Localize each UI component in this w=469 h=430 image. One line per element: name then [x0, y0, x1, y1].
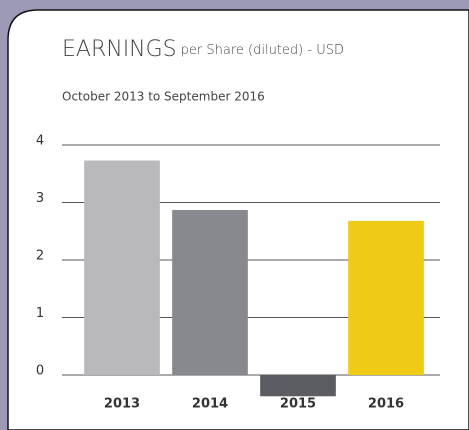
bar [84, 160, 160, 375]
x-tick-label: 2014 [192, 397, 228, 412]
title-suffix: per Share (diluted) - USD [181, 43, 344, 58]
x-tick-label: 2015 [280, 397, 316, 412]
x-tick-label: 2016 [368, 397, 404, 412]
chart-subtitle: October 2013 to September 2016 [62, 90, 265, 104]
y-tick-label: 3 [36, 191, 44, 206]
x-tick-label: 2013 [104, 397, 140, 412]
y-tick-label: 1 [36, 306, 44, 321]
title-main: EARNINGS [62, 37, 177, 62]
y-tick-label: 0 [36, 364, 44, 379]
bar [260, 375, 336, 397]
y-tick-label: 2 [36, 249, 44, 264]
y-tick-label: 4 [36, 134, 44, 149]
bar [348, 220, 424, 375]
chart-title: EARNINGS per Share (diluted) - USD [62, 37, 344, 62]
bar [172, 209, 248, 375]
